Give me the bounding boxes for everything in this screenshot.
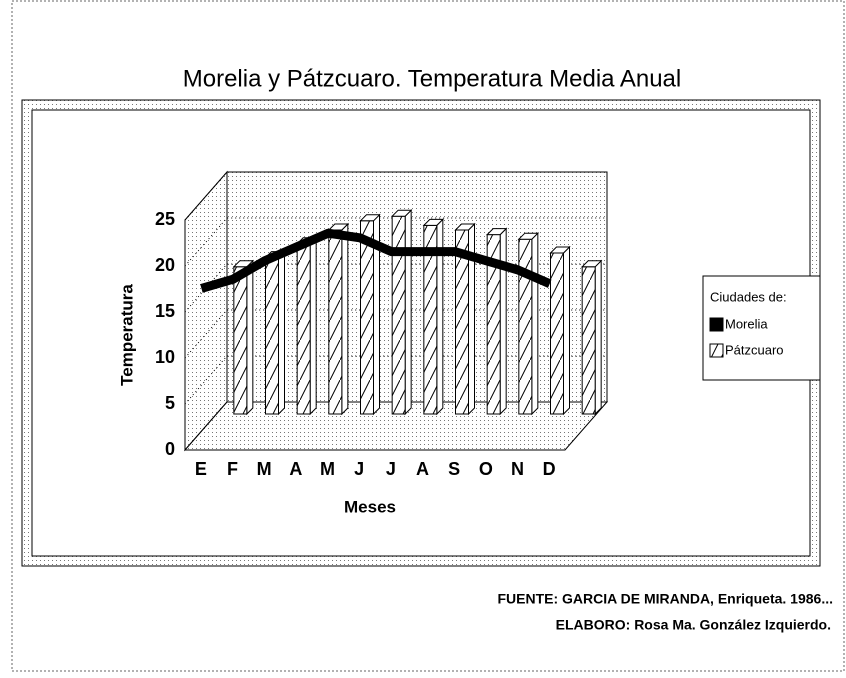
bar-top [327, 223, 350, 231]
bar-top [454, 223, 476, 231]
x-tick-label: E [195, 459, 207, 479]
bar-top [422, 218, 445, 226]
chart-title: Morelia y Pátzcuaro. Temperatura Media A… [183, 65, 681, 92]
x-tick-label: O [479, 459, 493, 479]
x-tick-label: J [354, 459, 364, 479]
bar-side [246, 259, 254, 416]
bar [518, 238, 533, 415]
bar-side [341, 222, 349, 416]
bar [265, 257, 279, 415]
bar-top [359, 214, 381, 222]
floor [183, 401, 609, 451]
bar [360, 220, 374, 415]
bar-side [563, 245, 570, 416]
bar [550, 252, 564, 415]
x-tick-label: N [511, 459, 524, 479]
bar [328, 229, 343, 415]
x-tick-label: A [416, 459, 429, 479]
y-tick-label: 15 [155, 301, 175, 321]
x-tick-label: J [386, 459, 396, 479]
bar-side [278, 250, 285, 416]
x-tick-label: S [448, 459, 460, 479]
bar [233, 266, 248, 415]
bar-top [485, 228, 508, 236]
legend-label: Morelia [725, 316, 768, 331]
author-note: ELABORO: Rosa Ma. González Izquierdo. [556, 617, 831, 633]
bar-top [549, 246, 571, 254]
y-axis-label: Temperatura [117, 284, 136, 386]
bar-side [499, 227, 507, 416]
bar-side [404, 208, 412, 416]
x-axis-label: Meses [344, 497, 396, 516]
y-tick-label: 5 [165, 393, 175, 413]
bar-top [390, 209, 413, 217]
bar [296, 243, 311, 415]
bar [391, 215, 406, 415]
bar-top [580, 260, 603, 268]
page-border [11, 0, 845, 672]
x-tick-label: F [227, 459, 238, 479]
legend-swatch [709, 343, 724, 358]
y-tick-label: 0 [165, 439, 175, 459]
bar-side [309, 236, 317, 416]
bar-top [517, 232, 540, 240]
bar-side [594, 259, 602, 416]
y-tick-label: 10 [155, 347, 175, 367]
source-note: FUENTE: GARCIA DE MIRANDA, Enriqueta. 19… [497, 591, 833, 607]
y-tick-label: 20 [155, 255, 175, 275]
bar [581, 266, 596, 415]
bar-side [531, 231, 539, 416]
legend-label: Pátzcuaro [725, 342, 784, 357]
x-tick-label: A [289, 459, 302, 479]
x-tick-label: M [257, 459, 272, 479]
y-tick-label: 25 [155, 209, 175, 229]
line [200, 228, 552, 293]
x-tick-label: M [320, 459, 335, 479]
legend-swatch [709, 317, 724, 332]
x-tick-label: D [543, 459, 556, 479]
legend-title: Ciudades de: [710, 289, 787, 304]
side-wall [184, 170, 228, 452]
